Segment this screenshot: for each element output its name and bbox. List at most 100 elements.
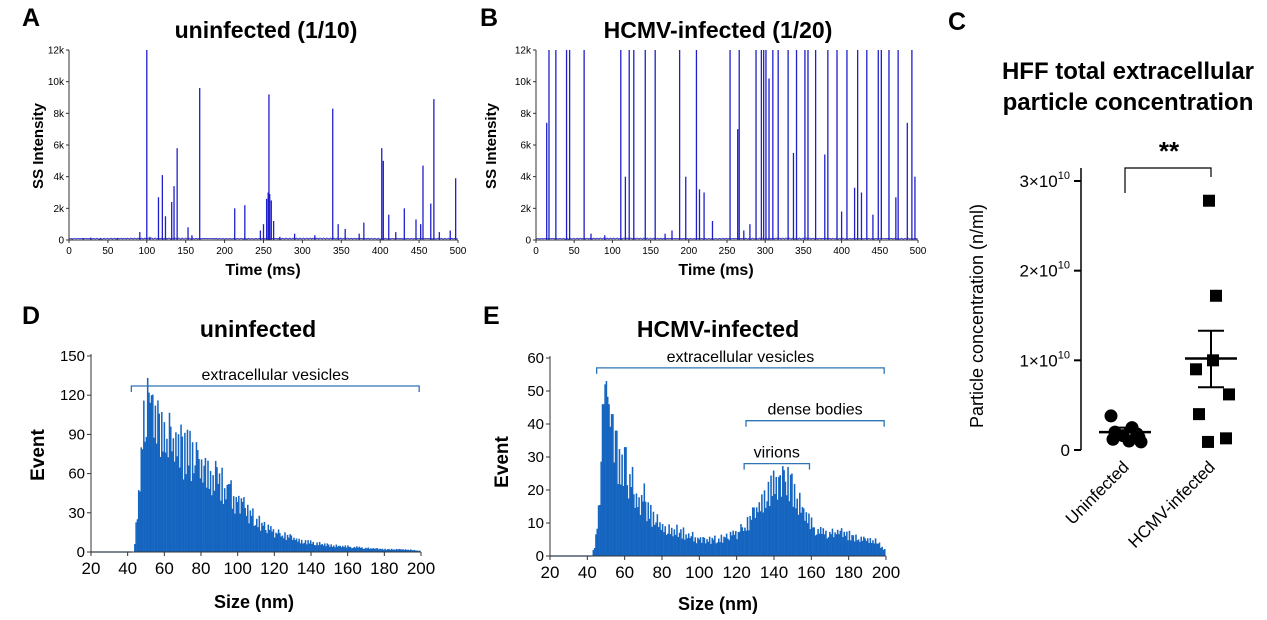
histogram-bar [605,381,608,556]
data-point [1122,434,1136,448]
histogram-bar [733,534,736,556]
panel-e-title: HCMV-infected [637,316,799,342]
histogram-bar [412,550,415,552]
histogram-bar [380,549,383,552]
histogram-bar [674,534,677,556]
histogram-bar [304,540,307,552]
histogram-bar [766,501,768,556]
histogram-bar [728,540,731,556]
histogram-bar [677,536,680,556]
histogram-bar [145,436,148,552]
x-tick-label-4: 100 [685,563,713,582]
y-tick-label-6: 60 [527,350,544,367]
panel-c-axes: 0 1×1010 2×1010 3×1010 UninfectedHCMV-infect… [1019,168,1219,552]
histogram-bar [680,529,682,556]
histogram-bar [262,525,264,552]
histogram-bar [406,550,408,552]
panel-e-axes: 0 10 20 30 40 50 60 20 40 60 80 100 120 140 160 180 200 [527,350,900,582]
panel-b-y-label: SS Intensity [483,102,500,189]
histogram-bar [725,533,728,556]
histogram-bar [814,535,817,556]
histogram-bar [376,548,379,552]
histogram-bar [383,549,385,552]
histogram-bar [668,524,670,556]
histogram-bar [416,550,418,552]
histogram-bar [665,534,668,556]
histogram-bar [767,481,770,556]
histogram-bar [744,527,746,556]
histogram-bar [247,504,249,552]
histogram-bar [308,543,311,552]
y-tick-exponent-2: 10 [1058,260,1070,272]
histogram-bar [877,543,879,556]
histogram-bar [326,543,329,552]
histogram-bar [642,501,644,556]
histogram-bar [153,437,155,552]
histogram-bar [398,548,400,552]
panel-d: D uninfected 0 30 60 90 120 150 20 40 60 80 100 120… [22,302,435,612]
x-tick-label-2: 100 [604,246,621,257]
histogram-bar [193,473,195,552]
histogram-bar [761,494,763,556]
histogram-bar [352,548,354,552]
histogram-bar [177,434,180,552]
histogram-bar [740,524,742,556]
x-tick-label-0: 0 [533,246,539,257]
histogram-bar [284,532,286,552]
histogram-bar [191,442,194,552]
bracket-label-1: dense bodies [767,402,862,419]
data-point [1104,409,1118,423]
histogram-bar [341,545,344,552]
y-tick-label-2: 60 [68,466,85,483]
x-category-label-0: Uninfected [1062,457,1133,528]
y-tick-label-0: 0 [536,548,544,565]
histogram-bar [343,547,345,552]
data-point [1190,363,1202,376]
panel-d-y-label: Event [28,428,49,480]
histogram-bar [690,536,693,556]
histogram-bar [622,485,625,556]
panel-b-axes: 0 2k 4k 6k 8k 10k 12k 0 50 100 150 200 250 300 350 400 4… [515,46,927,258]
histogram-bar [670,527,673,556]
histogram-bar [695,543,698,556]
panel-e: E HCMV-infected 0 10 20 30 40 50 60 20 40 60 80 100… [483,302,900,614]
histogram-bar [780,496,783,556]
panel-d-histogram [91,377,421,553]
histogram-bar [775,476,778,556]
histogram-bar [374,548,376,552]
histogram-bar [866,538,869,556]
histogram-bar [785,495,788,556]
histogram-bar [676,524,678,556]
histogram-bar [388,549,390,552]
histogram-bar [864,538,866,556]
histogram-bar [212,475,214,552]
x-tick-label-0: 20 [541,563,560,582]
y-tick-label-2: 4k [520,172,532,183]
histogram-bar [214,460,217,552]
histogram-bar [161,412,163,552]
x-tick-label-8: 400 [833,246,850,257]
histogram-bar [736,539,738,556]
histogram-bar [712,539,715,556]
panel-c: C HFF total extracellular particle conce… [948,8,1254,552]
x-tick-label-3: 80 [653,563,672,582]
histogram-bar [358,546,361,552]
histogram-bar [851,535,853,556]
y-tick-label-1: 1×1010 [1019,349,1070,370]
histogram-bar [348,546,350,552]
histogram-bar [281,535,284,552]
histogram-bar [403,549,406,552]
histogram-bar [818,533,821,556]
histogram-bar [693,541,695,556]
histogram-bar [294,540,297,552]
histogram-bar [363,548,366,552]
x-tick-label-8: 180 [370,559,398,578]
histogram-bar [213,490,216,552]
histogram-bar [633,494,635,556]
histogram-bar [830,534,832,556]
histogram-bar [338,545,340,552]
x-tick-label-1: 40 [578,563,597,582]
histogram-bar [732,530,734,556]
x-tick-label-7: 160 [797,563,825,582]
